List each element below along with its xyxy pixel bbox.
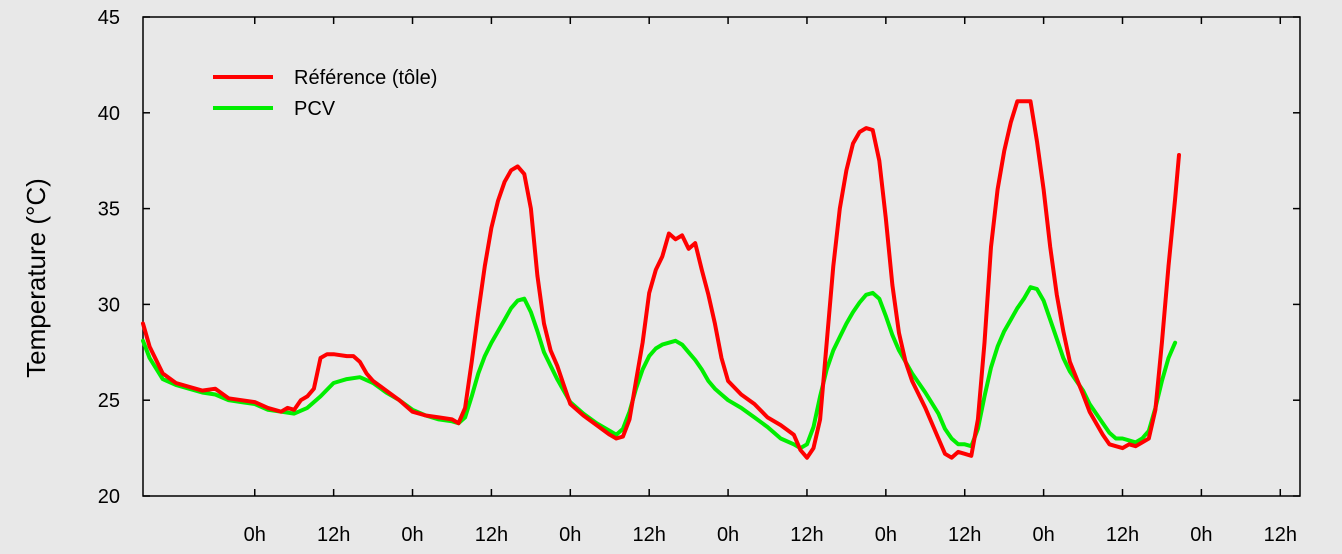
y-tick-label: 30 <box>98 294 120 316</box>
y-tick-label: 35 <box>98 199 120 221</box>
x-tick-label: 12h <box>633 524 666 546</box>
x-tick-label: 0h <box>244 524 266 546</box>
x-tick-label: 0h <box>401 524 423 546</box>
x-tick-label: 12h <box>317 524 350 546</box>
x-tick-label: 12h <box>475 524 508 546</box>
x-tick-label: 12h <box>1264 524 1297 546</box>
x-tick-label: 0h <box>1190 524 1212 546</box>
x-tick-label: 0h <box>1032 524 1054 546</box>
axes <box>142 16 1301 497</box>
x-tick-label: 12h <box>790 524 823 546</box>
ticks: 20 25 30 35 40 45 0h 12h 0h 12h 0h 12h 0h 12h 0h 12h 0h 1… <box>98 7 1300 546</box>
x-tick-label: 12h <box>948 524 981 546</box>
y-tick-label: 40 <box>98 103 120 125</box>
y-tick-label: 20 <box>98 486 120 508</box>
series-line-1 <box>141 285 1178 451</box>
y-tick-label: 45 <box>98 7 120 29</box>
plot-frame <box>142 16 1301 497</box>
series-line-0 <box>141 99 1181 460</box>
x-tick-label: 0h <box>559 524 581 546</box>
y-tick-label: 25 <box>98 390 120 412</box>
y-axis-title: Temperature (°C) <box>21 178 51 378</box>
legend: Référence (tôle) PCV <box>213 67 437 120</box>
legend-label-1: PCV <box>294 98 336 120</box>
x-tick-label: 12h <box>1106 524 1139 546</box>
x-tick-label: 0h <box>717 524 739 546</box>
x-tick-label: 0h <box>875 524 897 546</box>
series-lines <box>141 99 1181 460</box>
legend-label-0: Référence (tôle) <box>294 67 437 89</box>
